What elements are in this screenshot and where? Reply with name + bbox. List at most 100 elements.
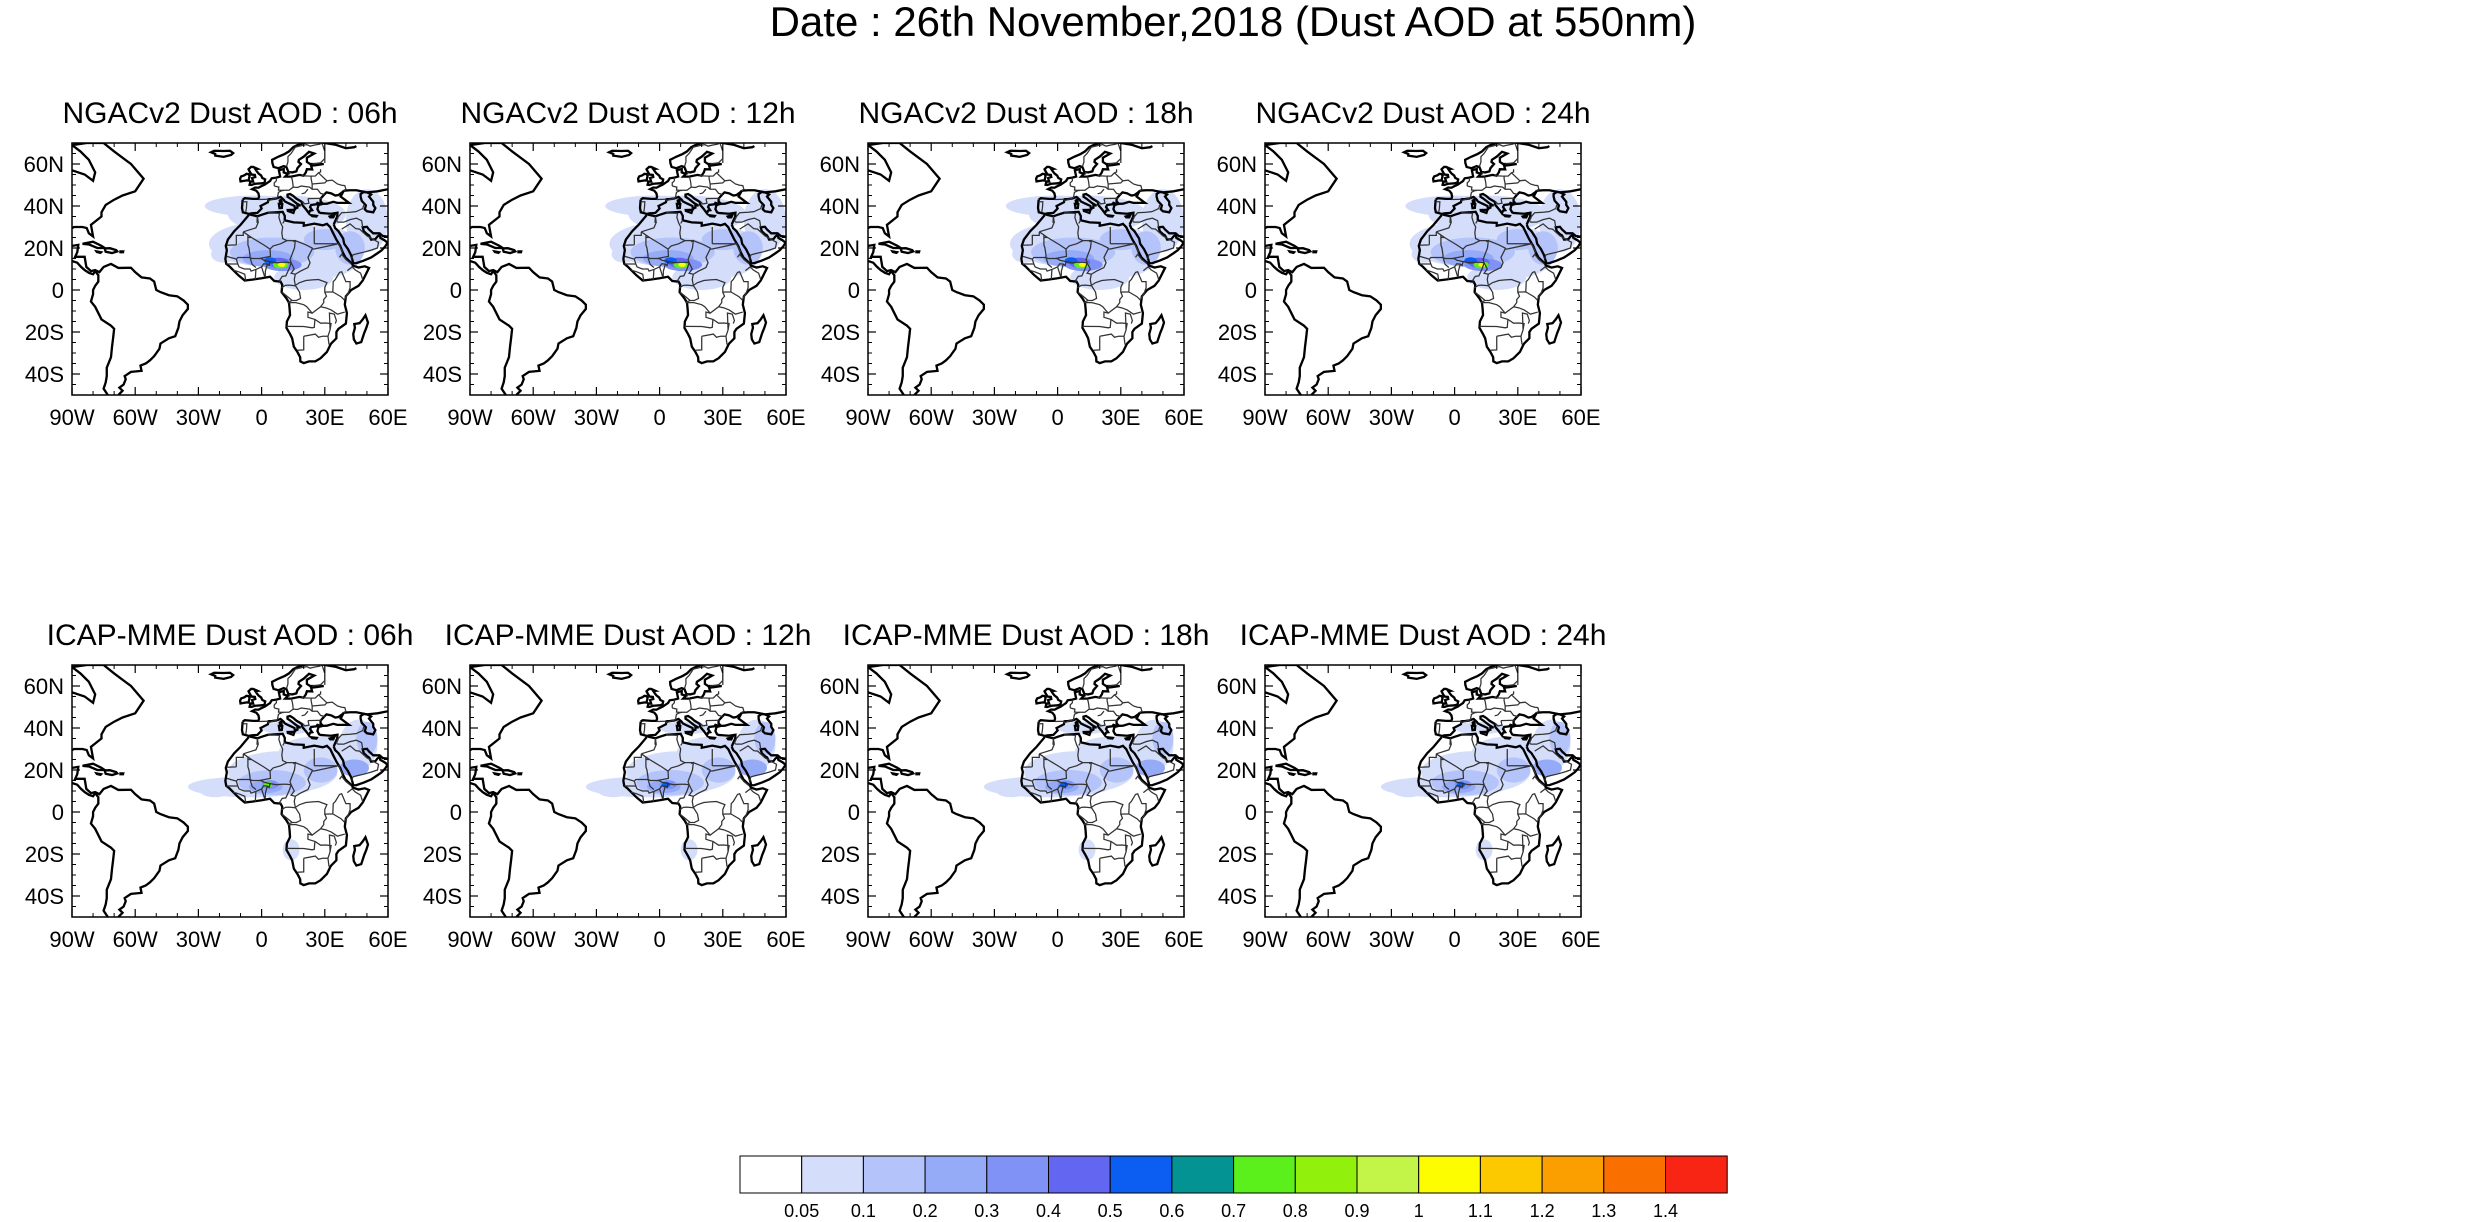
y-tick-label: 20S [821, 320, 860, 345]
map-panel: ICAP-MME Dust AOD : 18h 90W 60W 30W 0 30E 60E 6… [820, 619, 1210, 952]
x-tick-label: 90W [1242, 927, 1287, 952]
x-tick-label: 30E [305, 927, 344, 952]
y-tick-label: 60N [1217, 152, 1257, 177]
x-tick-label: 0 [1448, 927, 1460, 952]
y-tick-label: 0 [1245, 278, 1257, 303]
colorbar-swatch [1603, 1155, 1667, 1194]
x-tick-label: 90W [845, 405, 890, 430]
y-tick-label: 20S [25, 320, 64, 345]
colorbar-label: 0.7 [1221, 1201, 1246, 1221]
x-tick-label: 30E [305, 405, 344, 430]
panel-title: ICAP-MME Dust AOD : 18h [843, 619, 1210, 652]
y-tick-label: 40N [1217, 716, 1257, 741]
y-tick-label: 40S [821, 362, 860, 387]
y-tick-label: 20N [820, 758, 860, 783]
x-tick-label: 0 [255, 927, 267, 952]
y-tick-label: 0 [450, 278, 462, 303]
x-tick-label: 30W [1369, 927, 1414, 952]
y-tick-label: 40N [24, 716, 64, 741]
y-tick-label: 40N [820, 716, 860, 741]
panel-title: NGACv2 Dust AOD : 06h [62, 97, 397, 130]
x-tick-label: 90W [1242, 405, 1287, 430]
panel-title: ICAP-MME Dust AOD : 24h [1240, 619, 1607, 652]
x-tick-label: 30W [176, 927, 221, 952]
x-tick-label: 30W [1369, 405, 1414, 430]
x-tick-label: 30E [703, 927, 742, 952]
colorbar: 0.05 0.1 0.2 0.3 0.4 0.5 0.6 0.7 0.8 0.9 1 1.1 1.2 1.… [739, 1155, 1728, 1221]
colorbar-label: 0.4 [1036, 1201, 1061, 1221]
colorbar-swatch [801, 1155, 864, 1194]
colorbar-label: 1.3 [1591, 1201, 1616, 1221]
x-tick-label: 60W [909, 405, 954, 430]
y-tick-label: 0 [52, 278, 64, 303]
y-tick-label: 40S [1218, 362, 1257, 387]
x-tick-label: 90W [845, 927, 890, 952]
x-tick-label: 30W [972, 405, 1017, 430]
y-tick-label: 0 [450, 800, 462, 825]
colorbar-label: 1.4 [1653, 1201, 1678, 1221]
coastline [470, 665, 786, 917]
y-tick-label: 40N [24, 194, 64, 219]
map-panel: NGACv2 Dust AOD : 06h 90W 60W 30W 0 30E 60E 60N… [24, 97, 408, 430]
colorbar-label: 1.1 [1468, 1201, 1493, 1221]
colorbar-label: 0.9 [1344, 1201, 1369, 1221]
x-tick-label: 60E [368, 927, 407, 952]
y-tick-label: 60N [820, 152, 860, 177]
y-tick-label: 40S [1218, 884, 1257, 909]
x-tick-label: 90W [49, 927, 94, 952]
colorbar-swatch [924, 1155, 988, 1194]
map-panel: ICAP-MME Dust AOD : 06h 90W 60W 30W 0 30E 60E 6… [24, 619, 414, 952]
x-tick-label: 60E [368, 405, 407, 430]
panel-title: NGACv2 Dust AOD : 24h [1255, 97, 1590, 130]
colorbar-swatch [1479, 1155, 1543, 1194]
y-tick-label: 40N [1217, 194, 1257, 219]
y-tick-label: 60N [820, 674, 860, 699]
map-panel: ICAP-MME Dust AOD : 24h 90W 60W 30W 0 30E 60E 6… [1217, 619, 1607, 952]
colorbar-swatch [1109, 1155, 1173, 1194]
panel-title: ICAP-MME Dust AOD : 12h [445, 619, 812, 652]
y-tick-label: 20S [423, 842, 462, 867]
map-panel: ICAP-MME Dust AOD : 12h 90W 60W 30W 0 30E 60E 6… [422, 619, 812, 952]
y-tick-label: 40N [422, 716, 462, 741]
colorbar-label: 1 [1414, 1201, 1424, 1221]
figure-title: Date : 26th November,2018 (Dust AOD at 5… [769, 0, 1697, 45]
colorbar-swatch [986, 1155, 1049, 1194]
x-tick-label: 60E [1164, 405, 1203, 430]
x-tick-label: 60W [1306, 405, 1351, 430]
y-tick-label: 60N [1217, 674, 1257, 699]
y-tick-label: 60N [422, 674, 462, 699]
y-tick-label: 40S [821, 884, 860, 909]
colorbar-label: 0.3 [974, 1201, 999, 1221]
y-tick-label: 20N [1217, 236, 1257, 261]
y-tick-label: 20S [1218, 842, 1257, 867]
map-panel: NGACv2 Dust AOD : 12h 90W 60W 30W 0 30E 60E 60N… [422, 97, 806, 430]
x-tick-label: 60E [1561, 927, 1600, 952]
colorbar-swatch [739, 1155, 803, 1194]
y-tick-label: 20S [25, 842, 64, 867]
y-tick-label: 20N [422, 758, 462, 783]
colorbar-swatch [1418, 1155, 1481, 1194]
y-tick-label: 40N [820, 194, 860, 219]
panel-title: NGACv2 Dust AOD : 18h [858, 97, 1193, 130]
x-tick-label: 60E [766, 927, 805, 952]
x-tick-label: 30E [703, 405, 742, 430]
y-tick-label: 60N [24, 674, 64, 699]
x-tick-label: 60E [1164, 927, 1203, 952]
y-tick-label: 40S [423, 884, 462, 909]
panel-title: ICAP-MME Dust AOD : 06h [47, 619, 414, 652]
y-tick-label: 20S [821, 842, 860, 867]
y-tick-label: 20S [1218, 320, 1257, 345]
x-tick-label: 60W [511, 927, 556, 952]
y-tick-label: 20N [24, 236, 64, 261]
colorbar-label: 0.8 [1283, 1201, 1308, 1221]
map-panel: NGACv2 Dust AOD : 24h 90W 60W 30W 0 30E 60E 60N… [1217, 97, 1601, 430]
panel-title: NGACv2 Dust AOD : 12h [460, 97, 795, 130]
y-tick-label: 40S [423, 362, 462, 387]
y-tick-label: 40N [422, 194, 462, 219]
x-tick-label: 60W [113, 405, 158, 430]
y-tick-label: 40S [25, 362, 64, 387]
colorbar-label: 1.2 [1530, 1201, 1555, 1221]
colorbar-swatch [1356, 1155, 1420, 1194]
x-tick-label: 60W [909, 927, 954, 952]
